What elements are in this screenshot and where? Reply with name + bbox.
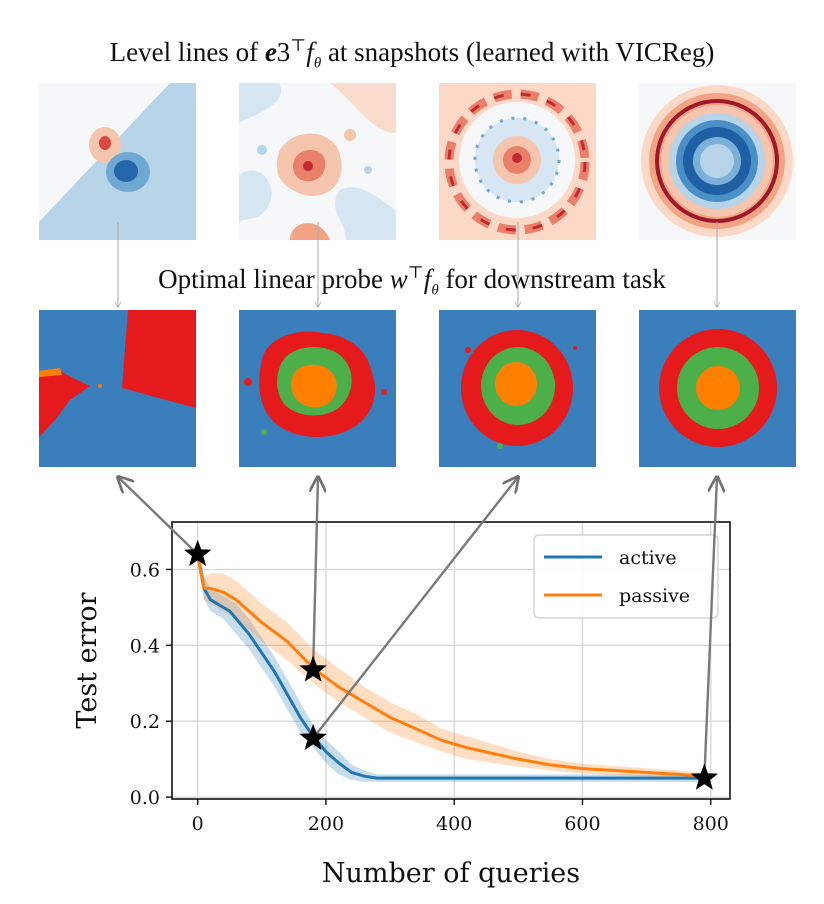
top-title-suffix: at snapshots (learned with VICReg) — [321, 37, 715, 67]
probe-title-w: w — [389, 264, 408, 294]
y-tick-label-1: 0.2 — [130, 711, 160, 733]
legend-label-passive: passive — [619, 585, 690, 607]
snapshot-star-2 — [299, 723, 327, 750]
legend-label-active: active — [619, 547, 677, 569]
snapshot-star-0 — [183, 539, 212, 566]
x-tick-label-2: 400 — [436, 813, 472, 835]
probe-title-suffix: for downstream task — [438, 264, 666, 294]
probe-title-theta: θ — [431, 282, 439, 299]
x-tick-label-1: 200 — [308, 813, 344, 835]
x-axis-label: Number of queries — [322, 858, 580, 889]
probe-panel-4 — [639, 310, 796, 467]
top-title-theta: θ — [313, 55, 322, 72]
y-axis-label: Test error — [72, 592, 103, 728]
top-title-3: 3 — [276, 37, 291, 67]
snapshot-arrow-2 — [312, 477, 518, 740]
top-title: Level lines of e3⊤fθ at snapshots (learn… — [0, 36, 824, 72]
level-panel-3 — [439, 83, 596, 240]
top-title-e: e — [264, 37, 277, 67]
active-line — [196, 553, 705, 780]
level-panel-2 — [239, 83, 396, 240]
top-title-f: f — [306, 37, 314, 67]
probe-title-prefix: Optimal linear probe — [158, 264, 390, 294]
plot-frame — [171, 521, 731, 800]
x-tick-label-4: 800 — [693, 813, 729, 835]
panel-connectors — [118, 222, 717, 307]
probe-panel-3 — [439, 310, 596, 467]
top-title-transpose: ⊤ — [290, 36, 307, 55]
snapshot-star-3 — [690, 763, 719, 790]
probe-title-transpose: ⊤ — [407, 263, 424, 282]
probe-panel-2 — [239, 310, 396, 467]
test-error-chart: 0 200 400 600 800 0.0 0.2 0.4 0.6 Number of queri… — [72, 477, 731, 889]
passive-line — [196, 553, 705, 778]
y-tick-label-2: 0.4 — [130, 635, 160, 657]
snapshot-arrow-3 — [703, 477, 717, 779]
level-panel-4 — [639, 83, 796, 240]
snapshot-star-1 — [299, 655, 327, 682]
y-tick-label-3: 0.6 — [130, 559, 160, 581]
probe-title-f: f — [423, 264, 432, 294]
snapshot-arrow-0 — [118, 477, 199, 556]
level-panel-1 — [39, 83, 196, 240]
probe-panel-1 — [39, 310, 196, 467]
y-tick-label-0: 0.0 — [130, 787, 160, 809]
passive-band — [197, 542, 705, 780]
legend: active passive — [533, 534, 719, 619]
probe-title: Optimal linear probe w⊤fθ for downstream… — [0, 263, 824, 299]
snapshot-arrow-1 — [313, 477, 318, 671]
top-title-prefix: Level lines of — [109, 37, 265, 67]
x-tick-label-3: 600 — [564, 813, 600, 835]
x-tick-label-0: 0 — [192, 813, 204, 835]
